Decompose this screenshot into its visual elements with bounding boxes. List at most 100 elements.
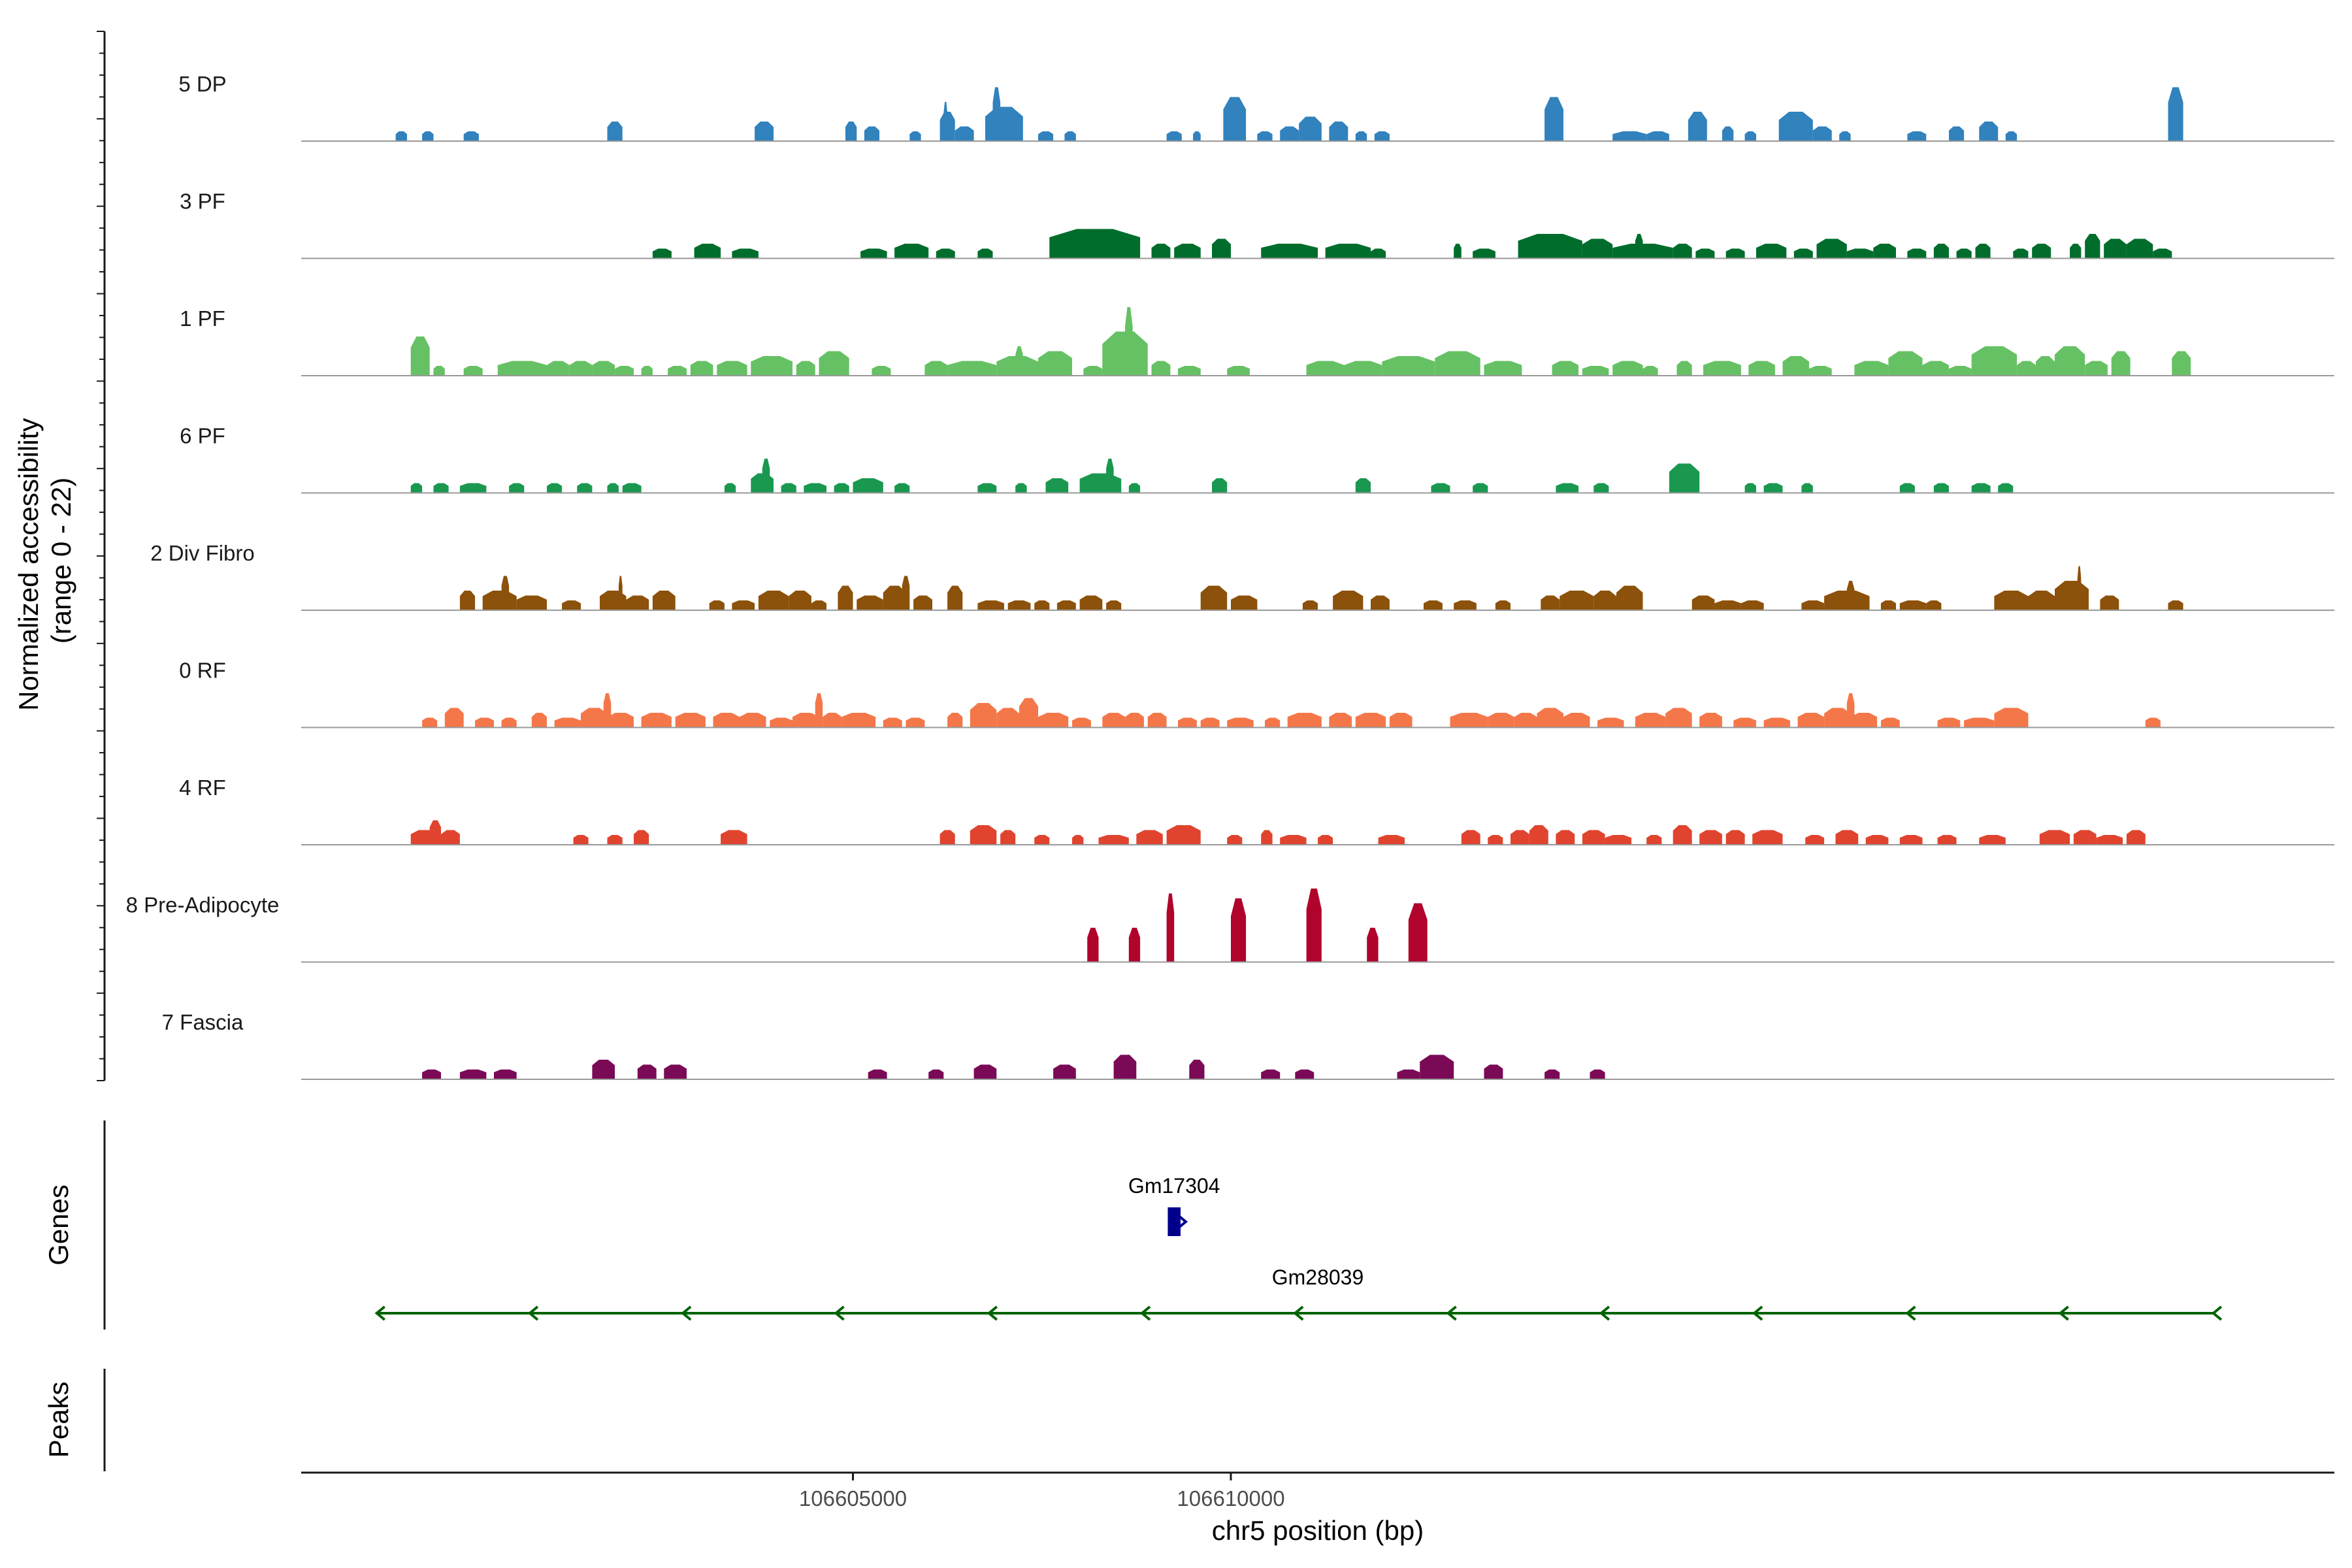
coverage-peak — [1007, 600, 1031, 610]
coverage-peak — [1299, 116, 1322, 141]
coverage-peak — [1582, 366, 1609, 376]
coverage-peak — [1079, 473, 1122, 493]
coverage-peak — [1646, 131, 1669, 141]
coverage-peak — [1642, 366, 1658, 376]
coverage-peak — [819, 351, 849, 376]
coverage-peak — [1325, 244, 1371, 259]
coverage-peak — [1397, 1070, 1420, 1079]
coverage-peak — [1752, 830, 1783, 845]
peaks-panel-title: Peaks — [43, 1382, 74, 1458]
coverage-peak — [1778, 112, 1813, 141]
coverage-peak — [2096, 835, 2123, 845]
coverage-peak — [634, 830, 649, 845]
coverage-peak — [1166, 131, 1182, 141]
coverage-peak — [444, 708, 464, 728]
gene-strand-arrow — [374, 1305, 385, 1321]
coverage-peak — [1646, 835, 1662, 845]
coverage-peak — [1763, 717, 1790, 728]
coverage-peak — [1306, 361, 1345, 376]
track-0-rf: 0 RF — [179, 659, 2334, 728]
coverage-peak — [864, 126, 879, 141]
coverage-peak — [1582, 830, 1605, 845]
coverage-peak — [1998, 483, 2014, 493]
track-label: 6 PF — [180, 424, 225, 448]
coverage-peak — [1805, 835, 1825, 845]
coverage-peak — [1740, 600, 1764, 610]
coverage-peak — [422, 1070, 441, 1079]
coverage-peak — [1824, 708, 1851, 728]
coverage-peak — [936, 248, 955, 259]
coverage-peak — [1926, 600, 1942, 610]
gene-exon — [1168, 1207, 1181, 1236]
coverage-peak — [501, 717, 517, 728]
coverage-peak — [2104, 238, 2127, 259]
coverage-peak — [985, 106, 1023, 141]
coverage-peak — [475, 717, 494, 728]
coverage-peak — [1511, 830, 1529, 845]
coverage-peak — [1151, 361, 1171, 376]
coverage-peak — [1151, 244, 1171, 259]
coverage-peak — [1488, 713, 1514, 728]
gene-strand-arrow — [1177, 1214, 1188, 1230]
coverage-peak — [1812, 126, 1832, 141]
gene-strand-arrow — [1139, 1305, 1151, 1321]
coverage-peak — [2085, 361, 2108, 376]
coverage-y-axis — [97, 31, 106, 1081]
coverage-peak — [562, 600, 581, 610]
coverage-peak — [531, 713, 547, 728]
coverage-peak — [690, 361, 713, 376]
coverage-peak — [497, 361, 547, 376]
gene-strand-arrow — [1446, 1305, 1457, 1321]
coverage-peak — [1744, 131, 1756, 141]
coverage-peak — [615, 366, 634, 376]
coverage-peak — [1676, 361, 1692, 376]
coverage-peak — [1529, 825, 1548, 845]
coverage-peak — [1899, 835, 1923, 845]
coverage-peak — [547, 483, 563, 493]
coverage-peak — [928, 1070, 944, 1079]
coverage-peak — [622, 483, 642, 493]
track-1-pf: 1 PF — [180, 306, 2334, 376]
coverage-peak — [1147, 713, 1167, 728]
coverage-peak — [1038, 713, 1069, 728]
coverage-peak — [1408, 903, 1428, 962]
coverage-peak — [1518, 234, 1582, 259]
coverage-peak — [902, 576, 910, 610]
coverage-peak — [1971, 483, 1991, 493]
coverage-peak — [1113, 1054, 1137, 1079]
coverage-peak — [853, 478, 883, 493]
coverage-peak — [2039, 830, 2070, 845]
coverage-peak — [1907, 248, 1927, 259]
coverage-peak — [1725, 248, 1745, 259]
coverage-peak — [947, 361, 997, 376]
coverage-peak — [1056, 600, 1076, 610]
genes-panel-title: Genes — [43, 1184, 74, 1266]
coverage-peak — [1473, 483, 1488, 493]
coverage-peak — [2073, 830, 2097, 845]
coverage-peak — [758, 591, 789, 610]
coverage-peak — [781, 483, 796, 493]
coverage-peak — [1079, 595, 1103, 610]
coverage-peak — [1552, 361, 1579, 376]
x-axis-ticks: 106605000 106610000 — [799, 1473, 1285, 1511]
track-5-dp: 5 DP — [178, 72, 2334, 142]
coverage-peak — [2126, 830, 2146, 845]
coverage-peak — [664, 1064, 687, 1079]
coverage-peak — [947, 585, 963, 610]
coverage-peak — [1261, 244, 1318, 259]
coverage-peak — [1933, 483, 1949, 493]
coverage-peak — [422, 131, 434, 141]
coverage-peak — [970, 825, 997, 845]
coverage-peak — [1556, 830, 1575, 845]
coverage-peak — [924, 361, 948, 376]
coverage-peak — [1979, 835, 2006, 845]
track-label: 1 PF — [180, 306, 225, 331]
coverage-peak — [2100, 595, 2119, 610]
coverage-peak — [2036, 356, 2055, 376]
coverage-peak — [804, 483, 826, 493]
coverage-peak — [1473, 248, 1495, 259]
coverage-peak — [2172, 351, 2191, 376]
coverage-tracks: 5 DP 3 PF 1 PF 6 PF 2 Div Fibro 0 RF 4 RF 8 Pre… — [126, 72, 2334, 1080]
coverage-peak — [1128, 483, 1141, 493]
